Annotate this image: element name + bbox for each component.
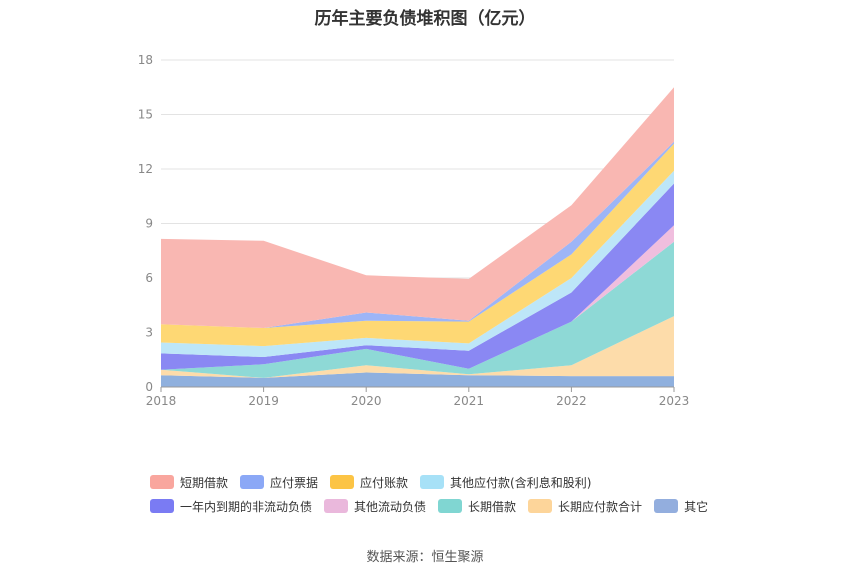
- legend-item[interactable]: 一年内到期的非流动负债: [150, 498, 312, 515]
- area-短期借款: [161, 87, 674, 328]
- area-其它: [161, 372, 674, 387]
- legend-item[interactable]: 其它: [654, 498, 708, 515]
- y-tick-label: 6: [145, 271, 153, 285]
- legend-swatch: [150, 499, 174, 513]
- axes: 0 3 6 9 12 15 18 2018 2019 2020 2021 2022 2023: [138, 53, 690, 408]
- y-tick-label: 3: [145, 326, 153, 340]
- legend-item[interactable]: 长期借款: [438, 498, 516, 515]
- legend-swatch: [654, 499, 679, 513]
- legend-label: 短期借款: [180, 475, 229, 490]
- legend-item[interactable]: 短期借款: [150, 474, 228, 491]
- stacked-area-chart: 0 3 6 9 12 15 18 2018 2019 2020 2021 2022 2023: [138, 53, 690, 408]
- x-tick-label: 2023: [659, 394, 690, 408]
- legend-swatch: [150, 475, 174, 489]
- area-长期应付款合计: [161, 316, 674, 378]
- y-tick-label: 0: [145, 380, 153, 394]
- x-tick-label: 2021: [454, 394, 485, 408]
- legend-item[interactable]: 应付账款: [330, 474, 408, 491]
- legend-label: 其它: [684, 499, 709, 514]
- legend-item[interactable]: 长期应付款合计: [528, 498, 642, 515]
- y-tick-label: 9: [145, 217, 153, 231]
- legend-label: 长期应付款合计: [558, 499, 643, 514]
- x-tick-label: 2019: [248, 394, 279, 408]
- legend-item[interactable]: 其他流动负债: [324, 498, 426, 515]
- legend-swatch: [420, 475, 445, 489]
- legend-swatch: [324, 499, 349, 513]
- legend-row: 短期借款 应付票据 应付账款 其他应付款(含利息和股利): [150, 470, 770, 494]
- legend-swatch: [528, 499, 553, 513]
- legend: 短期借款 应付票据 应付账款 其他应付款(含利息和股利) 一年内到期的非流动负债 其他流动…: [150, 470, 770, 518]
- legend-swatch: [240, 475, 265, 489]
- legend-label: 一年内到期的非流动负债: [180, 499, 313, 514]
- legend-swatch: [438, 499, 463, 513]
- y-tick-label: 12: [138, 162, 153, 176]
- area-长期借款: [161, 241, 674, 378]
- legend-label: 长期借款: [468, 499, 517, 514]
- legend-item[interactable]: 应付票据: [240, 474, 318, 491]
- legend-swatch: [330, 475, 355, 489]
- y-tick-label: 18: [138, 53, 153, 67]
- x-tick-label: 2018: [146, 394, 177, 408]
- legend-label: 其他流动负债: [354, 499, 427, 514]
- x-tick-label: 2020: [351, 394, 382, 408]
- legend-label: 应付账款: [360, 475, 409, 490]
- legend-label: 应付票据: [270, 475, 319, 490]
- area-一年内到期的非流动负债: [161, 183, 674, 370]
- y-tick-label: 15: [138, 108, 153, 122]
- chart-title: 历年主要负债堆积图（亿元）: [314, 9, 536, 29]
- legend-row: 一年内到期的非流动负债 其他流动负债 长期借款 长期应付款合计 其它: [150, 494, 770, 518]
- legend-label: 其他应付款(含利息和股利): [450, 475, 592, 490]
- area-series: [161, 87, 674, 387]
- legend-item[interactable]: 其他应付款(含利息和股利): [420, 474, 591, 491]
- x-tick-label: 2022: [556, 394, 587, 408]
- source-note: 数据来源：恒生聚源: [366, 550, 484, 565]
